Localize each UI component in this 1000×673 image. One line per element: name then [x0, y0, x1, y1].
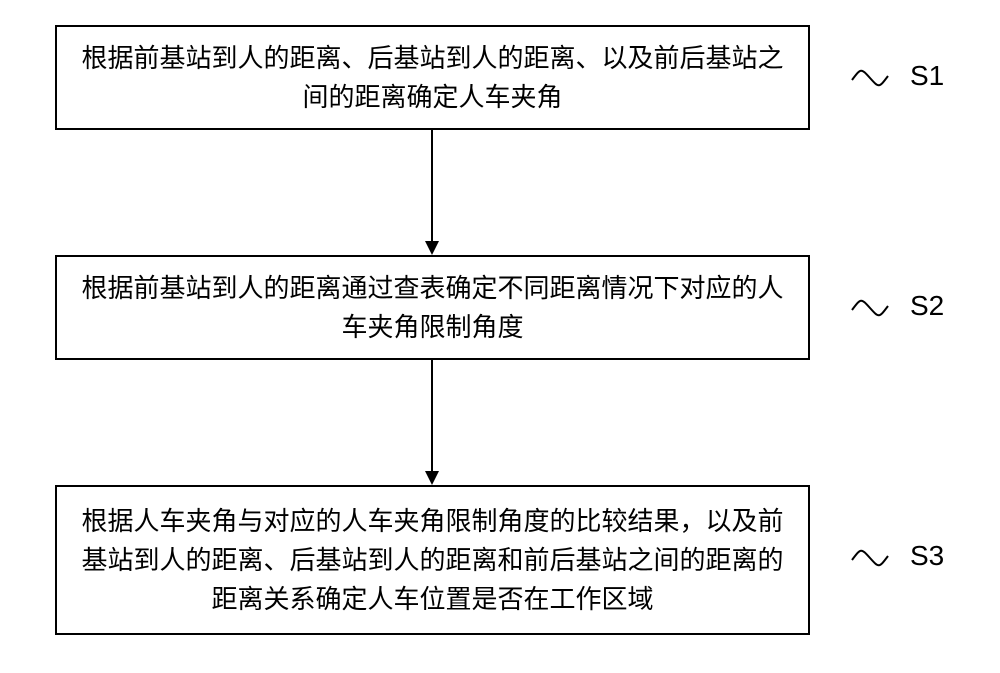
step-s3-text: 根据人车夹角与对应的人车夹角限制角度的比较结果，以及前基站到人的距离、后基站到人… [77, 502, 788, 619]
connector-s1 [852, 66, 888, 90]
label-s3: S3 [910, 540, 944, 572]
arrow-s1-s2-head [425, 241, 439, 255]
step-s2-box: 根据前基站到人的距离通过查表确定不同距离情况下对应的人车夹角限制角度 [55, 255, 810, 360]
connector-s2 [852, 296, 888, 320]
arrow-s1-s2-line [431, 130, 433, 241]
connector-s3 [852, 546, 888, 570]
label-s2: S2 [910, 290, 944, 322]
step-s1-box: 根据前基站到人的距离、后基站到人的距离、以及前后基站之间的距离确定人车夹角 [55, 25, 810, 130]
label-s1: S1 [910, 60, 944, 92]
step-s3-box: 根据人车夹角与对应的人车夹角限制角度的比较结果，以及前基站到人的距离、后基站到人… [55, 485, 810, 635]
step-s2-text: 根据前基站到人的距离通过查表确定不同距离情况下对应的人车夹角限制角度 [77, 269, 788, 347]
flowchart-canvas: 根据前基站到人的距离、后基站到人的距离、以及前后基站之间的距离确定人车夹角 S1… [0, 0, 1000, 673]
arrow-s2-s3-line [431, 360, 433, 471]
arrow-s2-s3-head [425, 471, 439, 485]
step-s1-text: 根据前基站到人的距离、后基站到人的距离、以及前后基站之间的距离确定人车夹角 [77, 39, 788, 117]
